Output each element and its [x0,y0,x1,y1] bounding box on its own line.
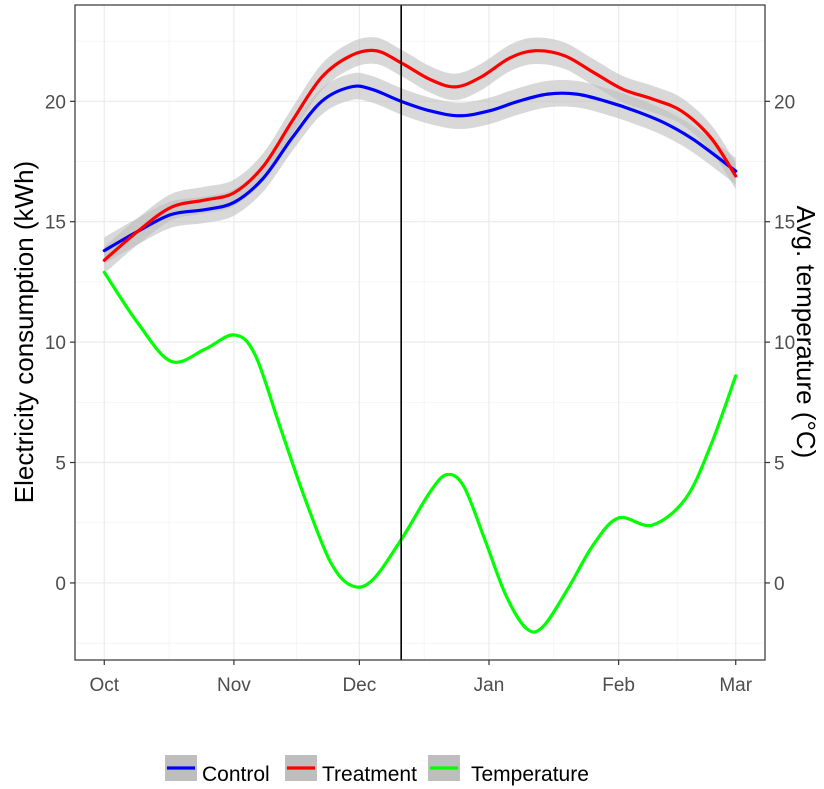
legend-label-control: Control [202,763,270,786]
y-tick-label: 10 [45,333,66,354]
y-axis-right: 0 5 10 15 20 [765,92,795,595]
x-axis: Oct Nov Dec Jan Feb Mar [89,660,753,696]
y-axis-left: 0 5 10 15 20 [45,92,75,595]
y-axis-title: Electricity consumption (kWh) [9,161,39,503]
y2-tick-label: 20 [774,92,795,113]
series-line-treatment [102,48,738,262]
y2-axis-title: Avg. temperature (°C) [791,206,821,459]
y2-tick-label: 0 [774,574,785,595]
x-tick-label: Dec [342,675,376,696]
x-tick-label: Oct [89,675,119,696]
y2-tick-label: 15 [774,213,795,234]
legend-label-temperature: Temperature [471,763,589,786]
series-line-control [102,84,738,253]
confidence-bands [104,37,736,274]
series-line-temperature [102,270,738,634]
y-tick-label: 0 [55,574,66,595]
x-tick-label: Mar [719,675,752,696]
x-tick-label: Jan [474,675,505,696]
grid [75,5,765,660]
x-tick-label: Nov [217,675,251,696]
x-tick-label: Feb [602,675,635,696]
legend-label-treatment: Treatment [322,763,417,786]
panel-border [74,4,766,661]
y-tick-label: 5 [55,454,66,475]
y2-tick-label: 10 [774,333,795,354]
y2-tick-label: 5 [774,454,785,475]
legend: Control Treatment Temperature [165,755,589,786]
band-control [104,72,736,264]
y-tick-label: 20 [45,92,66,113]
y-tick-label: 15 [45,213,66,234]
series-lines [102,48,738,634]
band-treatment [104,37,736,274]
